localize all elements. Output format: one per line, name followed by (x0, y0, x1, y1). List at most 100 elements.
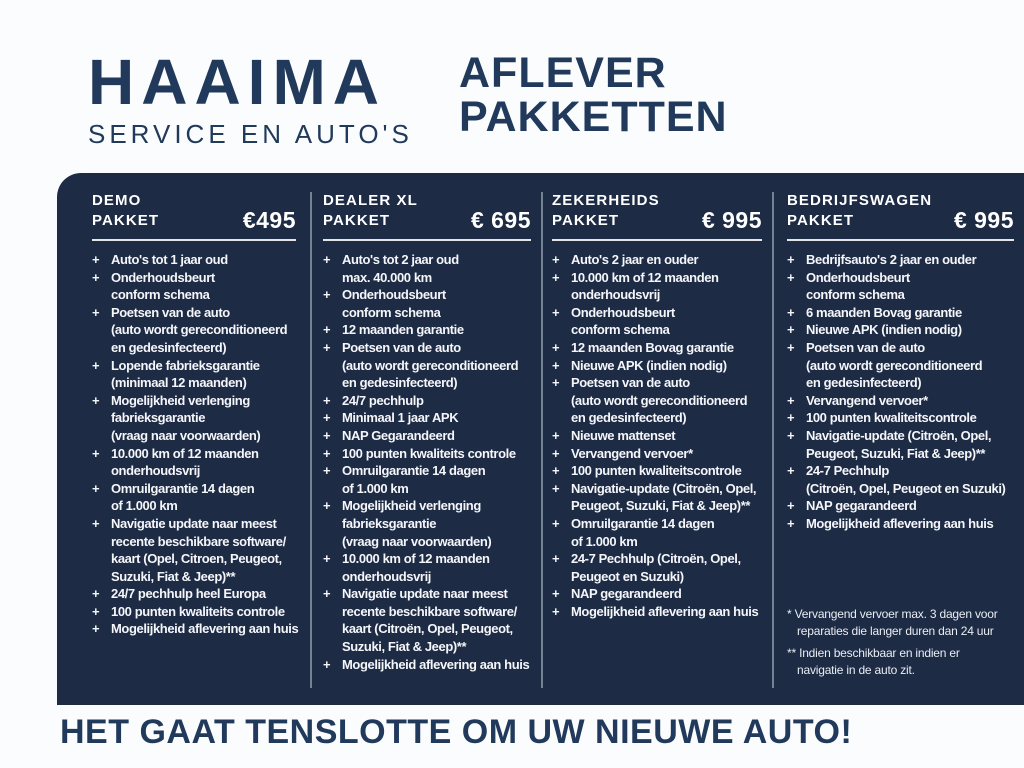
plus-bullet: + (323, 287, 331, 303)
footnote-line: reparaties die langer duren dan 24 uur (797, 624, 994, 638)
feature-text: Poetsen van de auto (auto wordt gerecondi… (806, 339, 983, 391)
feature-text: NAP gegarandeerd (806, 498, 917, 514)
feature-item: +24/7 pechhulp heel Europa (92, 585, 296, 603)
feature-text: Omruilgarantie 14 dagen of 1.000 km (571, 515, 715, 549)
plus-bullet: + (552, 269, 560, 285)
feature-item: + Onderhoudsbeurt conform schema (92, 269, 296, 304)
plus-bullet: + (787, 392, 795, 408)
footer-tagline: HET GAAT TENSLOTTE OM UW NIEUWE AUTO! (60, 713, 853, 751)
feature-item: + Navigatie-update (Citroën, Opel, Peugeot… (552, 480, 762, 515)
plus-bullet: + (92, 515, 100, 531)
feature-item: + Vervangend vervoer* (787, 392, 1014, 410)
plus-bullet: + (552, 339, 560, 355)
feature-text: Mogelijkheid aflevering aan huis (111, 621, 299, 637)
feature-text: Nieuwe APK (indien nodig) (571, 357, 727, 373)
feature-text: Bedrijfsauto's 2 jaar en ouder (806, 252, 977, 267)
feature-text: Lopende fabrieksgarantie (minimaal 12 maa… (111, 357, 260, 391)
feature-text: 10.000 km of 12 maanden onderhoudsvrij (571, 269, 719, 303)
feature-item: +10.000 km of 12 maanden onderhoudsvrij (323, 550, 531, 585)
feature-text: Auto's 2 jaar en ouder (571, 252, 699, 267)
feature-text: NAP Gegarandeerd (342, 427, 455, 443)
package-title: ZEKERHEIDS PAKKET (552, 191, 660, 231)
feature-item: +24-7 Pechhulp (Citroën, Opel, Peugeot en… (787, 462, 1014, 497)
feature-text: Navigatie-update (Citroën, Opel, Peugeot,… (571, 480, 757, 514)
feature-text: Omruilgarantie 14 dagen of 1.000 km (111, 480, 255, 514)
feature-item: + Bedrijfsauto's 2 jaar en ouder (787, 251, 1014, 269)
footnote-line: ** Indien beschikbaar en indien er (787, 646, 960, 660)
package-header: BEDRIJFSWAGEN PAKKET € 995 (787, 191, 1014, 233)
package-title: BEDRIJFSWAGEN PAKKET (787, 191, 932, 231)
plus-bullet: + (92, 252, 100, 267)
feature-item: +100 punten kwaliteits controle (323, 445, 531, 463)
plus-bullet: + (787, 410, 795, 426)
feature-item: +12 maanden Bovag garantie (552, 339, 762, 357)
feature-text: Vervangend vervoer* (571, 445, 693, 461)
feature-text: Omruilgarantie 14 dagen of 1.000 km (342, 463, 486, 496)
feature-text: 24/7 pechhulp heel Europa (111, 586, 266, 602)
package-price: €495 (242, 207, 296, 233)
feature-text: Mogelijkheid aflevering aan huis (571, 603, 759, 619)
package-feature-list: + Auto's tot 2 jaar oud max. 40.000 km + Ond… (323, 251, 531, 673)
footnote-line: * Vervangend vervoer max. 3 dagen voor (787, 607, 998, 621)
plus-bullet: + (323, 252, 331, 267)
plus-bullet: + (92, 621, 100, 637)
plus-bullet: + (787, 498, 795, 514)
package-price: € 995 (953, 207, 1014, 233)
feature-item: + Omruilgarantie 14 dagen of 1.000 km (552, 515, 762, 550)
package-header: DEALER XL PAKKET € 695 (323, 191, 531, 232)
feature-item: + Poetsen van de auto (auto wordt gerecond… (323, 339, 531, 392)
feature-text: Navigatie-update (Citroën, Opel, Peugeot,… (806, 427, 992, 461)
feature-item: +6 maanden Bovag garantie (787, 304, 1014, 322)
package-title: DEMO PAKKET (92, 191, 159, 231)
plus-bullet: + (92, 269, 100, 285)
package-title-line1: BEDRIJFSWAGEN (787, 192, 933, 209)
package-title-line1: DEMO (92, 192, 142, 209)
feature-text: 100 punten kwaliteits controle (342, 445, 516, 461)
plus-bullet: + (323, 339, 331, 355)
plus-bullet: + (92, 357, 100, 373)
feature-item: + Navigatie update naar meest recente besc… (323, 585, 531, 655)
brand-logo: HAAIMA SERVICE EN AUTO'S (88, 50, 413, 150)
plus-bullet: + (92, 586, 100, 602)
feature-text: Onderhoudsbeurt conform schema (571, 304, 675, 338)
footnote: ** Indien beschikbaar en indien er naviga… (787, 645, 1014, 679)
plus-bullet: + (92, 480, 100, 496)
feature-text: 100 punten kwaliteitscontrole (571, 463, 742, 479)
plus-bullet: + (552, 480, 560, 496)
page-title-line2: PAKKETTEN (459, 92, 728, 141)
plus-bullet: + (552, 304, 560, 320)
feature-item: + Mogelijkheid verlenging fabrieksgarantie… (92, 392, 296, 445)
feature-text: 12 maanden Bovag garantie (571, 339, 734, 355)
feature-item: + Mogelijkheid verlenging fabrieksgarantie… (323, 497, 531, 550)
feature-text: Mogelijkheid verlenging fabrieksgarantie(… (111, 392, 261, 443)
feature-item: + Auto's 2 jaar en ouder (552, 251, 762, 269)
plus-bullet: + (787, 515, 795, 531)
plus-bullet: + (323, 656, 331, 672)
feature-text: Navigatie update naar meest recente besch… (111, 515, 286, 584)
page-title: AFLEVER PAKKETTEN (459, 49, 728, 141)
feature-text: 24-7 Pechhulp (Citroën, Opel, Peugeot en … (571, 551, 741, 584)
package-title-line2: PAKKET (92, 212, 160, 229)
feature-text: Mogelijkheid verlenging fabrieksgarantie(… (342, 498, 492, 549)
package-feature-list: + Auto's tot 1 jaar oud + Onderhoudsbeurt co… (92, 251, 299, 638)
plus-bullet: + (552, 515, 560, 531)
feature-text: Auto's tot 1 jaar oud (111, 252, 228, 267)
package-title-line2: PAKKET (552, 212, 620, 229)
page-title-line1: AFLEVER (459, 49, 667, 97)
brand-name: HAAIMA (88, 46, 386, 118)
plus-bullet: + (552, 427, 560, 443)
feature-text: Vervangend vervoer* (806, 392, 928, 408)
header-divider (552, 239, 762, 241)
plus-bullet: + (552, 603, 560, 619)
plus-bullet: + (323, 498, 331, 514)
feature-item: + Mogelijkheid aflevering aan huis (92, 620, 299, 638)
feature-item: + Nieuwe mattenset (552, 427, 762, 445)
package-title: DEALER XL PAKKET (323, 191, 418, 231)
plus-bullet: + (787, 252, 795, 267)
feature-text: 10.000 km of 12 maanden onderhoudsvrij (111, 445, 259, 479)
feature-item: + Auto's tot 2 jaar oud max. 40.000 km (323, 251, 531, 286)
package-title-line2: PAKKET (787, 212, 855, 229)
plus-bullet: + (552, 551, 560, 567)
feature-text: Mogelijkheid aflevering aan huis (806, 515, 994, 531)
